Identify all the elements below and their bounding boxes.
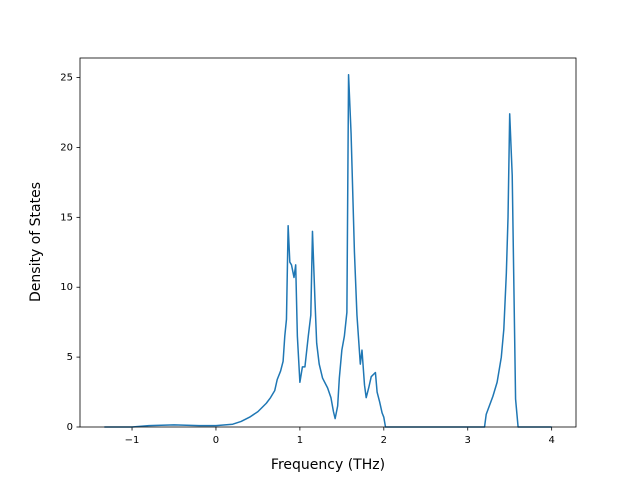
- x-tick-label: 3: [465, 435, 471, 446]
- x-axis-label: Frequency (THz): [271, 457, 385, 473]
- y-tick-label: 0: [67, 422, 73, 433]
- x-tick-label: 4: [548, 435, 554, 446]
- y-tick-label: 20: [60, 142, 73, 153]
- x-tick-label: 1: [297, 435, 303, 446]
- y-tick-label: 25: [60, 73, 73, 84]
- x-tick-label: 2: [381, 435, 387, 446]
- x-tick-label: 0: [213, 435, 219, 446]
- x-tick-label: −1: [125, 435, 140, 446]
- line: [104, 74, 552, 428]
- y-axis-label: Density of States: [28, 182, 44, 302]
- y-tick-label: 10: [60, 282, 73, 293]
- y-tick-label: 15: [60, 212, 73, 223]
- plot-frame: [79, 57, 577, 428]
- y-tick-label: 5: [67, 352, 73, 363]
